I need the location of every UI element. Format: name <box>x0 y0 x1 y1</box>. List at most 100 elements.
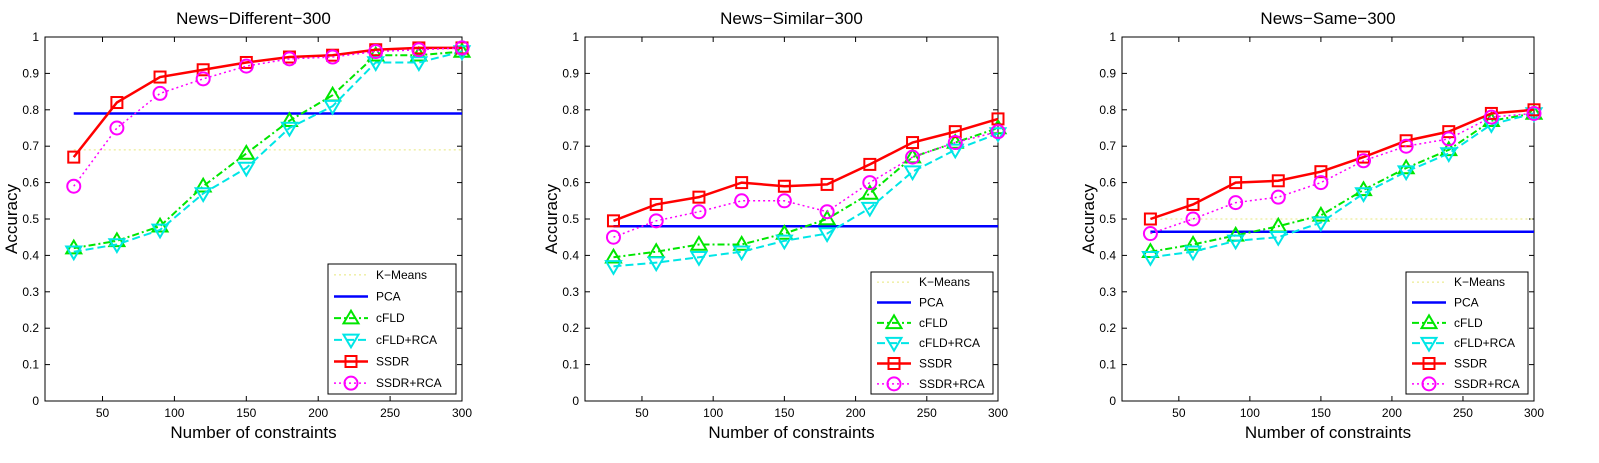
data-point <box>732 235 751 251</box>
data-point <box>1354 187 1373 203</box>
legend-box <box>1405 271 1529 395</box>
data-point <box>777 179 791 193</box>
data-point <box>735 176 749 190</box>
data-point <box>1396 165 1416 182</box>
y-tick-label: 0 <box>1109 394 1116 408</box>
data-point <box>196 63 210 77</box>
x-tick-label: 50 <box>635 406 649 420</box>
data-point <box>862 175 878 191</box>
legend-label-cfld: cFLD <box>1454 316 1483 330</box>
data-point <box>691 204 707 220</box>
legend-box <box>327 263 457 395</box>
y-tick-label: 0.4 <box>562 248 579 262</box>
chart-title: News−Same−300 <box>1260 9 1395 28</box>
y-tick-label: 0.9 <box>1099 66 1116 80</box>
x-tick-label: 200 <box>308 406 328 420</box>
data-point <box>1398 138 1414 154</box>
legend-label-pca: PCA <box>1454 296 1479 310</box>
x-tick-label: 250 <box>1453 406 1473 420</box>
chart-panel-news-similar: News−Similar−300 0 0.1 0.2 0.3 0.4 0.5 0.6 0.7 0.… <box>542 9 1008 442</box>
legend-label-ssdr-rca: SSDR+RCA <box>1454 377 1520 391</box>
y-tick-label: 0.4 <box>1099 248 1116 262</box>
data-point <box>323 99 342 116</box>
x-tick-label: 250 <box>917 406 937 420</box>
legend-marker <box>1421 376 1437 392</box>
y-tick-label: 0.5 <box>562 212 579 226</box>
y-tick-label: 0.9 <box>22 66 39 80</box>
legend-marker <box>343 375 359 391</box>
data-point <box>110 96 124 110</box>
legend-marker <box>884 336 904 353</box>
x-tick-label: 150 <box>774 406 794 420</box>
data-point <box>905 149 921 165</box>
y-tick-label: 0.7 <box>562 139 579 153</box>
data-point <box>1524 103 1544 120</box>
legend: K−Means PCA cFLD cFLD+RCA SSDR SSDR+RCA <box>327 263 457 395</box>
y-tick-label: 0.8 <box>562 103 579 117</box>
series-line <box>72 46 462 158</box>
legend-marker <box>1419 336 1439 353</box>
legend-label-cfld: cFLD <box>376 311 405 325</box>
data-point <box>237 144 256 160</box>
x-tick-label: 100 <box>703 406 723 420</box>
data-point <box>1226 234 1245 251</box>
y-tick-label: 0.5 <box>22 212 39 226</box>
data-point <box>606 214 620 228</box>
legend: K−Means PCA cFLD cFLD+RCA SSDR SSDR+RCA <box>870 271 994 395</box>
data-point <box>109 120 125 136</box>
y-tick-label: 1 <box>32 30 39 44</box>
data-point <box>689 250 709 267</box>
series-ssdr <box>606 112 1005 228</box>
data-point <box>906 136 920 150</box>
data-point <box>903 165 922 182</box>
legend-label-ssdr-rca: SSDR+RCA <box>376 376 442 390</box>
x-tick-label: 50 <box>1172 406 1186 420</box>
data-point <box>734 193 750 209</box>
data-point <box>1271 174 1285 188</box>
y-tick-label: 0 <box>572 394 579 408</box>
chart-title: News−Different−300 <box>176 9 331 28</box>
x-tick-label: 100 <box>1240 406 1260 420</box>
data-point <box>152 85 168 101</box>
data-point <box>1142 226 1158 242</box>
data-point <box>860 201 880 218</box>
data-point <box>817 227 837 244</box>
data-point <box>66 178 82 194</box>
series-line <box>613 117 999 222</box>
data-point <box>368 44 384 60</box>
data-point <box>1441 131 1457 147</box>
x-tick-label: 200 <box>846 406 866 420</box>
x-axis-label: Number of constraints <box>170 423 336 442</box>
data-point <box>1483 109 1499 125</box>
data-point <box>1356 153 1372 169</box>
y-tick-label: 0.6 <box>562 176 579 190</box>
data-point <box>193 176 213 193</box>
data-point <box>452 42 472 58</box>
chart-title: News−Similar−300 <box>720 9 863 28</box>
data-point <box>1442 125 1456 139</box>
y-axis-label: Accuracy <box>2 184 21 254</box>
series-cfld-rca <box>1141 107 1544 267</box>
legend-label-ssdr: SSDR <box>919 357 953 371</box>
data-point <box>649 197 663 211</box>
y-tick-label: 0.8 <box>1099 103 1116 117</box>
x-axis-label: Number of constraints <box>1245 423 1411 442</box>
y-tick-label: 0.5 <box>1099 212 1116 226</box>
y-tick-label: 0.1 <box>22 358 39 372</box>
data-point <box>280 121 299 138</box>
data-point <box>237 161 256 178</box>
x-axis-label: Number of constraints <box>708 423 874 442</box>
data-point <box>648 213 664 229</box>
x-tick-label: 250 <box>380 406 400 420</box>
data-point <box>107 238 127 254</box>
legend-label-pca: PCA <box>376 290 401 304</box>
data-point <box>1229 176 1243 190</box>
legend-marker <box>1419 313 1439 330</box>
series-line <box>1150 108 1535 221</box>
legend: K−Means PCA cFLD cFLD+RCA SSDR SSDR+RCA <box>1405 271 1529 395</box>
data-point <box>776 193 792 209</box>
y-axis-label: Accuracy <box>1079 184 1098 254</box>
data-point <box>604 260 623 276</box>
y-tick-label: 0.2 <box>1099 321 1116 335</box>
series-line <box>1150 112 1535 253</box>
